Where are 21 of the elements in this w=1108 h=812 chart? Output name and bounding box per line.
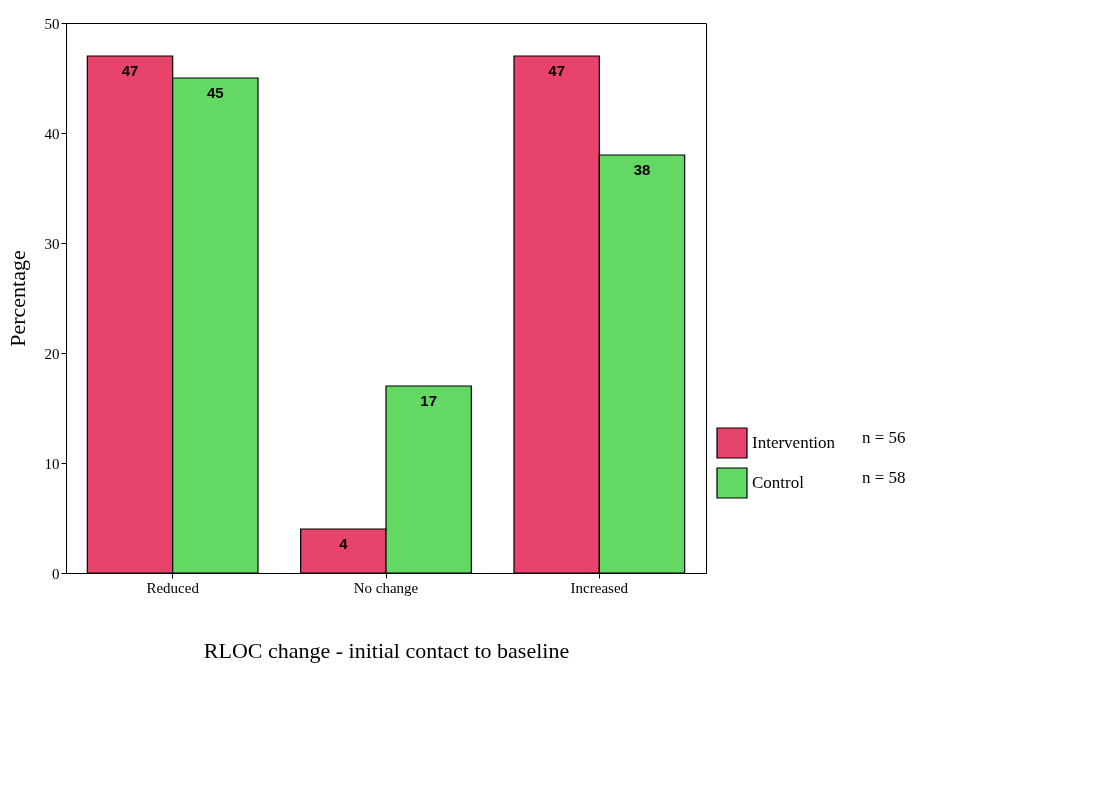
- x-tick-label: Increased: [570, 579, 629, 596]
- data-label: 47: [548, 62, 566, 79]
- legend-label: Intervention: [752, 433, 836, 452]
- data-label: 38: [633, 161, 651, 178]
- y-tick-label: 20: [44, 345, 60, 362]
- x-tick-label: Reduced: [146, 579, 200, 596]
- text: n = 56: [862, 428, 906, 447]
- x-axis-title: RLOC change - initial contact to baseline: [203, 637, 570, 663]
- y-tick-label: 40: [44, 125, 60, 142]
- data-label: 4: [339, 535, 349, 552]
- data-label: 45: [206, 84, 224, 101]
- data-label: 17: [420, 392, 438, 409]
- y-tick-label: 30: [44, 235, 60, 252]
- x-tick-label: No change: [353, 579, 419, 596]
- text: n = 58: [862, 468, 906, 487]
- y-tick-label: 0: [52, 565, 60, 582]
- data-label: 47: [121, 62, 139, 79]
- y-tick-label: 50: [44, 15, 60, 32]
- y-axis-title: Percentage: [4, 250, 30, 347]
- legend-label: Control: [752, 473, 805, 492]
- y-tick-label: 10: [44, 455, 60, 472]
